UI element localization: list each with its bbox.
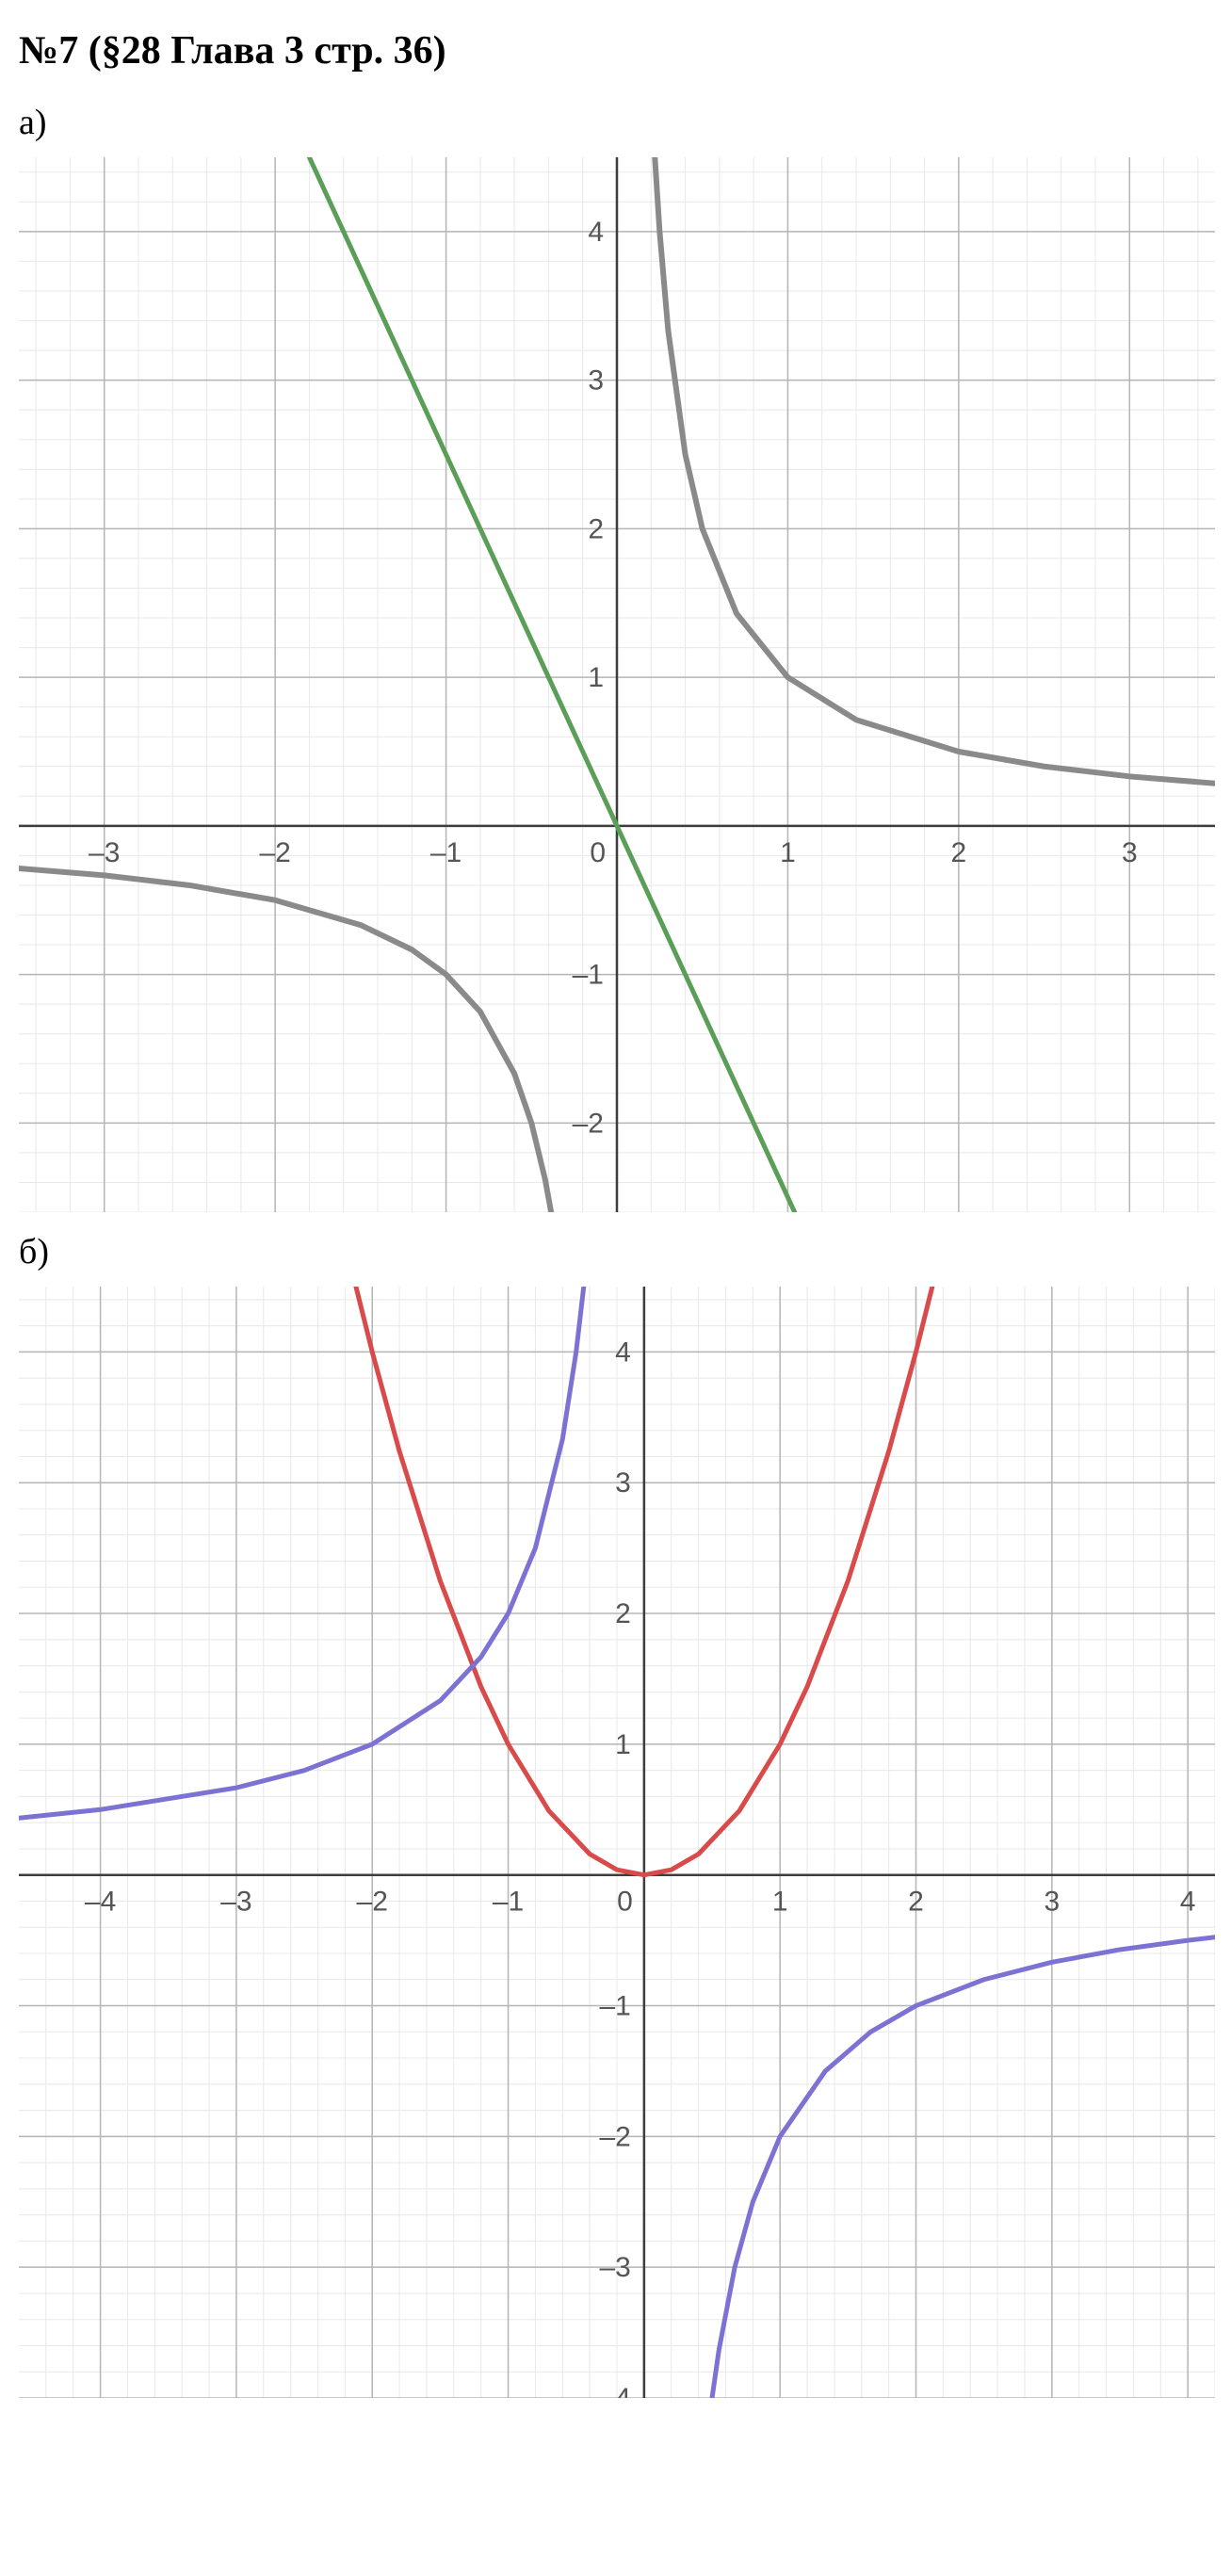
svg-text:2: 2 — [615, 1598, 631, 1629]
svg-text:0: 0 — [617, 1887, 633, 1918]
svg-text:1: 1 — [588, 662, 604, 693]
svg-text:4: 4 — [1180, 1887, 1196, 1918]
svg-text:–3: –3 — [220, 1887, 251, 1918]
svg-text:–2: –2 — [357, 1887, 388, 1918]
svg-text:–3: –3 — [599, 2252, 630, 2283]
svg-text:–1: –1 — [573, 960, 604, 991]
svg-text:–2: –2 — [599, 2121, 630, 2152]
svg-text:–2: –2 — [259, 837, 290, 868]
svg-text:3: 3 — [1122, 837, 1138, 868]
svg-text:3: 3 — [588, 365, 604, 397]
page-title: №7 (§28 Глава 3 стр. 36) — [19, 28, 1212, 73]
svg-text:–3: –3 — [89, 837, 120, 868]
part-b-label: б) — [19, 1231, 1212, 1272]
svg-text:–1: –1 — [493, 1887, 524, 1918]
svg-text:–4: –4 — [85, 1887, 116, 1918]
svg-text:4: 4 — [615, 1337, 631, 1368]
svg-text:2: 2 — [588, 513, 604, 544]
svg-text:–1: –1 — [430, 837, 462, 868]
svg-text:2: 2 — [951, 837, 967, 868]
chart-b-svg: –4 –3 –2 –1 0 1 2 3 4 –4 –3 –2 –1 1 2 3 4 — [19, 1287, 1215, 2398]
svg-text:3: 3 — [615, 1467, 631, 1499]
svg-text:1: 1 — [615, 1729, 631, 1760]
svg-text:3: 3 — [1044, 1887, 1060, 1918]
chart-b: –4 –3 –2 –1 0 1 2 3 4 –4 –3 –2 –1 1 2 3 4 — [19, 1287, 1212, 2398]
svg-text:–4: –4 — [599, 2383, 630, 2398]
part-a-label: а) — [19, 102, 1212, 143]
svg-text:–1: –1 — [599, 1991, 630, 2022]
chart-a: –3 –2 –1 0 1 2 3 –2 –1 1 2 3 4 — [19, 157, 1212, 1212]
svg-text:0: 0 — [590, 837, 606, 868]
svg-text:4: 4 — [588, 217, 604, 248]
svg-text:1: 1 — [780, 837, 796, 868]
svg-text:–2: –2 — [573, 1108, 604, 1139]
svg-text:2: 2 — [908, 1887, 924, 1918]
chart-a-svg: –3 –2 –1 0 1 2 3 –2 –1 1 2 3 4 — [19, 157, 1215, 1212]
svg-text:1: 1 — [772, 1887, 788, 1918]
